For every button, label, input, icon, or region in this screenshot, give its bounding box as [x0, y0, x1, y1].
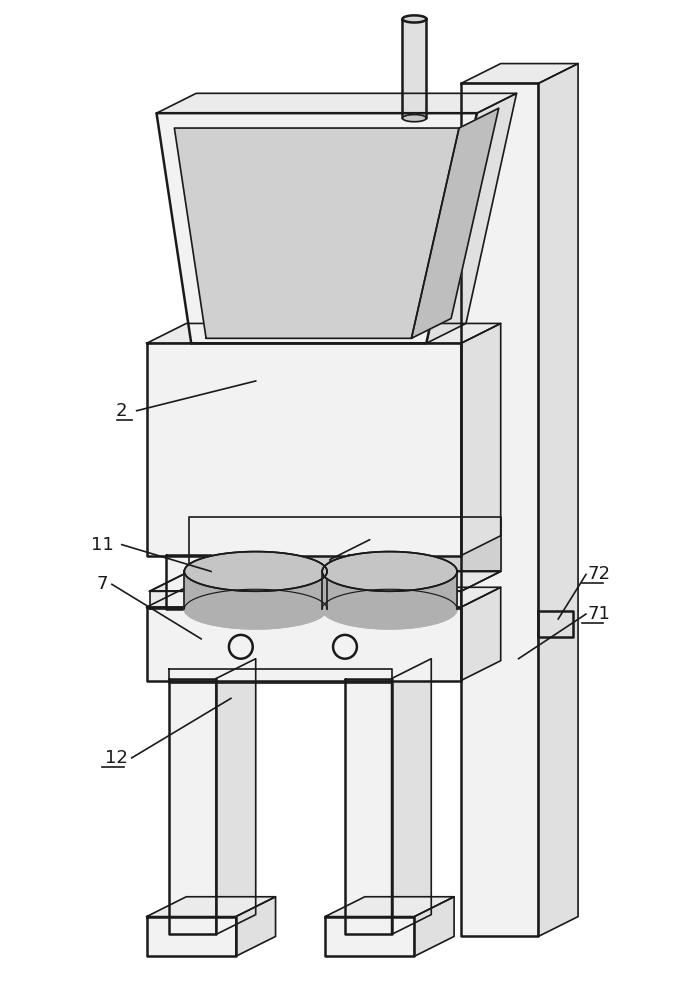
Text: 7: 7	[96, 575, 108, 593]
Polygon shape	[461, 83, 538, 936]
Polygon shape	[169, 669, 391, 683]
Polygon shape	[402, 115, 426, 122]
Polygon shape	[147, 587, 501, 607]
Polygon shape	[184, 552, 327, 591]
Polygon shape	[402, 15, 426, 23]
Polygon shape	[348, 555, 391, 609]
Polygon shape	[415, 897, 454, 956]
Polygon shape	[325, 897, 454, 917]
Polygon shape	[402, 19, 426, 118]
Polygon shape	[150, 571, 501, 591]
Polygon shape	[156, 113, 477, 343]
Polygon shape	[461, 323, 501, 556]
Polygon shape	[322, 571, 457, 629]
Polygon shape	[147, 897, 275, 917]
Polygon shape	[167, 555, 211, 609]
Polygon shape	[538, 611, 573, 637]
Polygon shape	[426, 93, 516, 343]
Polygon shape	[325, 917, 415, 956]
Polygon shape	[184, 589, 327, 629]
Polygon shape	[189, 517, 501, 571]
Polygon shape	[345, 679, 391, 934]
Polygon shape	[147, 323, 501, 343]
Polygon shape	[411, 108, 499, 338]
Polygon shape	[169, 679, 216, 934]
Text: 2: 2	[116, 402, 128, 420]
Polygon shape	[184, 571, 327, 629]
Polygon shape	[147, 917, 236, 956]
Polygon shape	[538, 64, 578, 936]
Polygon shape	[461, 64, 578, 83]
Text: 71: 71	[588, 605, 611, 623]
Polygon shape	[147, 607, 461, 681]
Polygon shape	[150, 571, 501, 591]
Polygon shape	[461, 587, 501, 681]
Polygon shape	[174, 128, 459, 338]
Polygon shape	[322, 589, 457, 629]
Text: 11: 11	[91, 536, 113, 554]
Polygon shape	[150, 591, 461, 609]
Polygon shape	[236, 897, 275, 956]
Polygon shape	[147, 343, 461, 556]
Polygon shape	[156, 93, 516, 113]
Polygon shape	[391, 659, 431, 934]
Text: 12: 12	[105, 749, 128, 767]
Polygon shape	[322, 552, 457, 591]
Text: 72: 72	[588, 565, 611, 583]
Polygon shape	[216, 659, 255, 934]
